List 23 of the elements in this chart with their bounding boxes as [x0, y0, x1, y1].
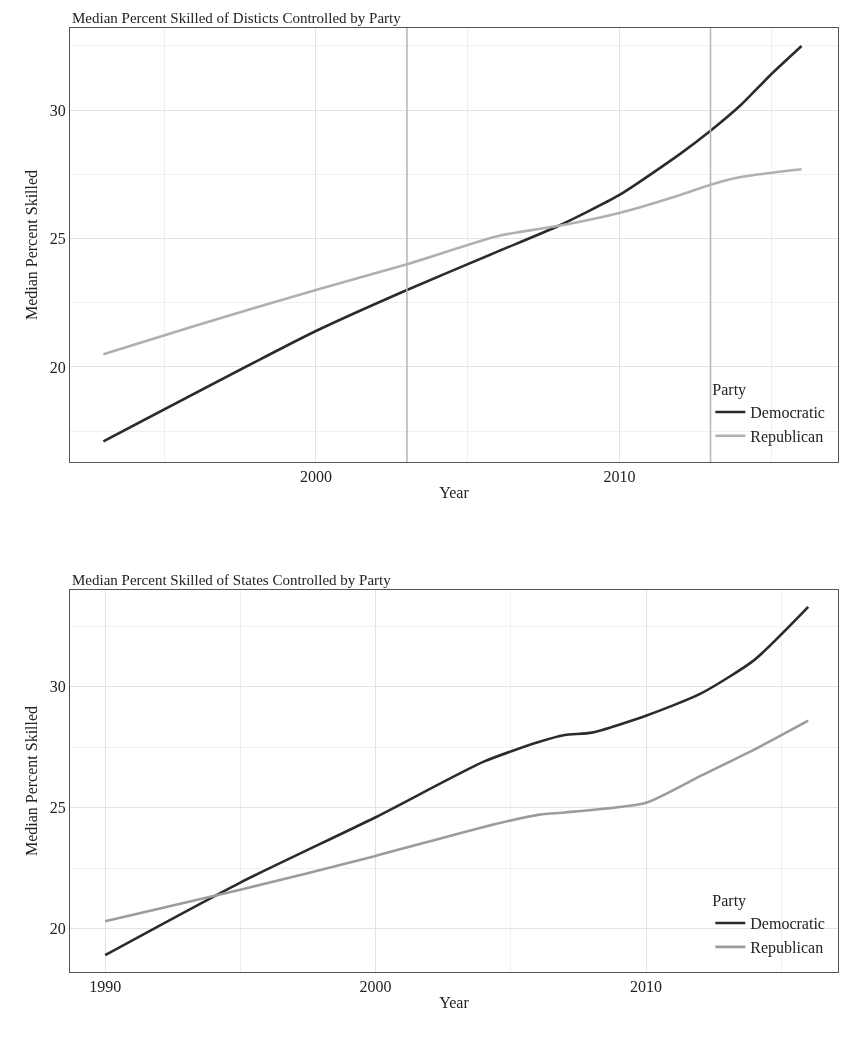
x-axis-title: Year — [439, 484, 470, 502]
x-axis-title: Year — [439, 994, 470, 1012]
x-tick-label: 2000 — [359, 978, 392, 996]
legend-title: Party — [712, 381, 747, 400]
y-tick-label: 30 — [49, 678, 66, 696]
y-tick-label: 20 — [49, 358, 66, 376]
y-tick-label: 25 — [49, 799, 66, 817]
chart-title: Median Percent Skilled of States Controlled by Party — [72, 572, 392, 588]
legend-title: Party — [712, 892, 747, 911]
legend-label: Democratic — [750, 404, 825, 422]
y-tick-label: 30 — [49, 101, 66, 119]
y-tick-label: 25 — [49, 230, 66, 248]
legend-label: Republican — [750, 939, 824, 958]
y-axis-title: Median Percent Skilled — [22, 705, 40, 857]
chart-title: Median Percent Skilled of Disticts Controlled by Party — [72, 10, 402, 26]
legend-label: Democratic — [750, 915, 825, 933]
x-tick-label: 2010 — [603, 468, 636, 486]
legend-label: Republican — [750, 428, 824, 447]
y-axis-title: Median Percent Skilled — [22, 169, 40, 321]
x-tick-label: 2000 — [299, 468, 332, 486]
x-tick-label: 1990 — [89, 978, 122, 996]
y-tick-label: 20 — [49, 920, 66, 938]
x-tick-label: 2010 — [630, 978, 662, 996]
